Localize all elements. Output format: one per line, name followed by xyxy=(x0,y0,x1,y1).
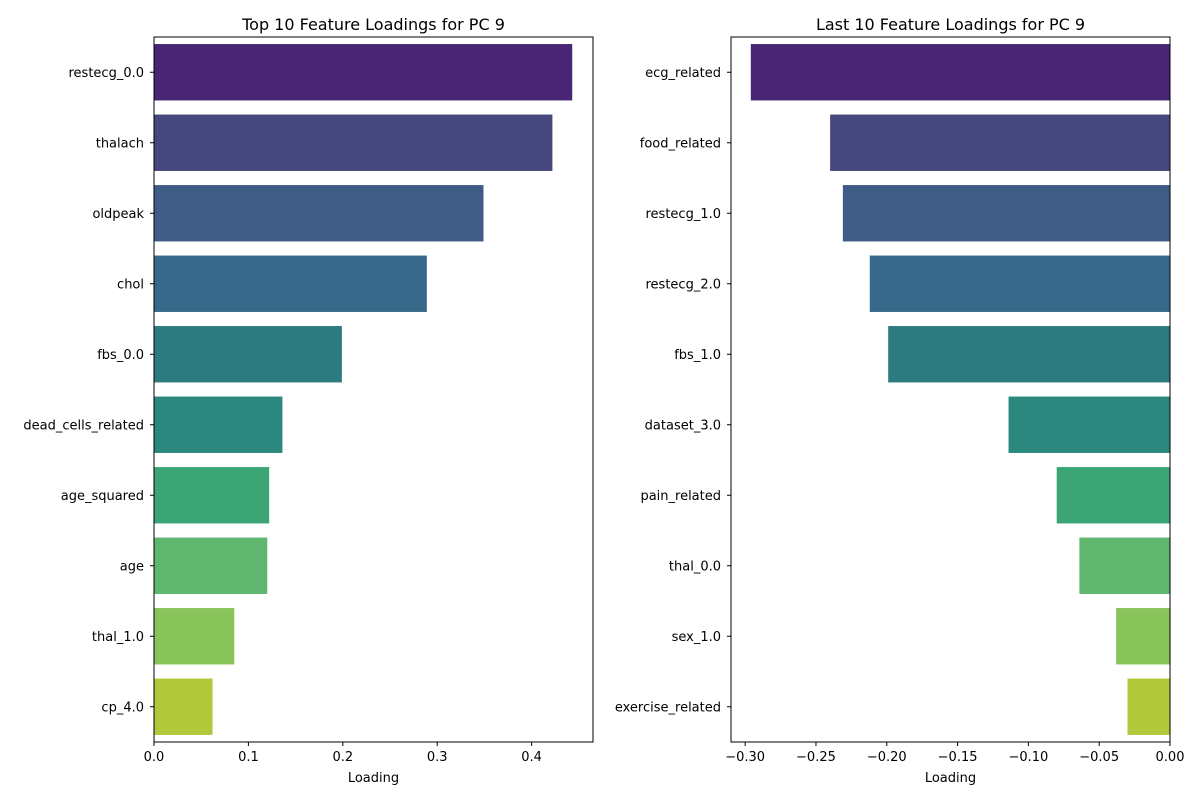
chart-top-loadings: Top 10 Feature Loadings for PC 9 Loading… xyxy=(23,15,594,786)
y-tick-label: age xyxy=(120,559,144,574)
bar-food-related xyxy=(830,114,1170,171)
bar-thalach xyxy=(154,114,553,171)
x-tick-label: −0.05 xyxy=(1079,750,1119,765)
bar-oldpeak xyxy=(154,185,484,242)
x-tick-label: −0.25 xyxy=(796,750,836,765)
y-tick-label: food_related xyxy=(640,136,721,151)
bar-restecg-1-0 xyxy=(842,185,1170,242)
chart-title: Top 10 Feature Loadings for PC 9 xyxy=(241,15,505,34)
bar-cp-4-0 xyxy=(154,678,213,735)
x-tick-label: 0.4 xyxy=(521,750,542,765)
y-tick-label: thal_1.0 xyxy=(92,630,144,645)
y-tick-label: dead_cells_related xyxy=(23,418,144,433)
x-axis-label: Loading xyxy=(348,771,399,786)
y-tick-label: thalach xyxy=(96,136,144,151)
x-tick-label: −0.20 xyxy=(867,750,907,765)
x-tick-label: 0.1 xyxy=(238,750,259,765)
bar-dead-cells-related xyxy=(154,396,283,453)
y-tick-label: age_squared xyxy=(61,489,144,504)
x-tick-label: 0.2 xyxy=(332,750,353,765)
y-tick-label: oldpeak xyxy=(92,207,144,222)
bar-fbs-0-0 xyxy=(154,326,342,383)
bar-sex-1-0 xyxy=(1116,608,1170,665)
bar-age-squared xyxy=(154,467,270,524)
x-tick-label: −0.10 xyxy=(1008,750,1048,765)
x-tick-label: −0.30 xyxy=(725,750,765,765)
y-tick-label: pain_related xyxy=(640,489,721,504)
y-tick-label: dataset_3.0 xyxy=(645,418,721,433)
bar-thal-0-0 xyxy=(1079,537,1170,594)
y-tick-label: thal_0.0 xyxy=(669,559,721,574)
y-tick-label: sex_1.0 xyxy=(672,630,721,645)
plot-frame xyxy=(153,36,594,743)
y-tick-label: ecg_related xyxy=(645,66,721,81)
y-tick-label: chol xyxy=(117,277,144,292)
bar-fbs-1-0 xyxy=(888,326,1170,383)
y-tick-label: restecg_2.0 xyxy=(646,277,722,292)
x-tick-label: 0.00 xyxy=(1156,750,1185,765)
y-tick-label: restecg_1.0 xyxy=(646,207,722,222)
x-axis-label: Loading xyxy=(925,771,976,786)
y-tick-label: cp_4.0 xyxy=(101,700,144,715)
bar-dataset-3-0 xyxy=(1008,396,1170,453)
plot-frame xyxy=(730,36,1171,743)
y-tick-label: exercise_related xyxy=(615,700,721,715)
bar-pain-related xyxy=(1056,467,1170,524)
chart-title: Last 10 Feature Loadings for PC 9 xyxy=(816,15,1085,34)
x-tick-label: −0.15 xyxy=(938,750,978,765)
bar-ecg-related xyxy=(750,44,1170,101)
y-tick-label: restecg_0.0 xyxy=(69,66,145,81)
x-tick-label: 0.0 xyxy=(144,750,165,765)
bar-thal-1-0 xyxy=(154,608,235,665)
bar-age xyxy=(154,537,268,594)
bar-restecg-2-0 xyxy=(869,255,1170,312)
bar-exercise-related xyxy=(1127,678,1170,735)
y-tick-label: fbs_0.0 xyxy=(97,348,144,363)
x-tick-label: 0.3 xyxy=(427,750,448,765)
bar-restecg-0-0 xyxy=(154,44,573,101)
chart-last-loadings: Last 10 Feature Loadings for PC 9 Loadin… xyxy=(615,15,1185,786)
bar-chol xyxy=(154,255,427,312)
y-tick-label: fbs_1.0 xyxy=(674,348,721,363)
